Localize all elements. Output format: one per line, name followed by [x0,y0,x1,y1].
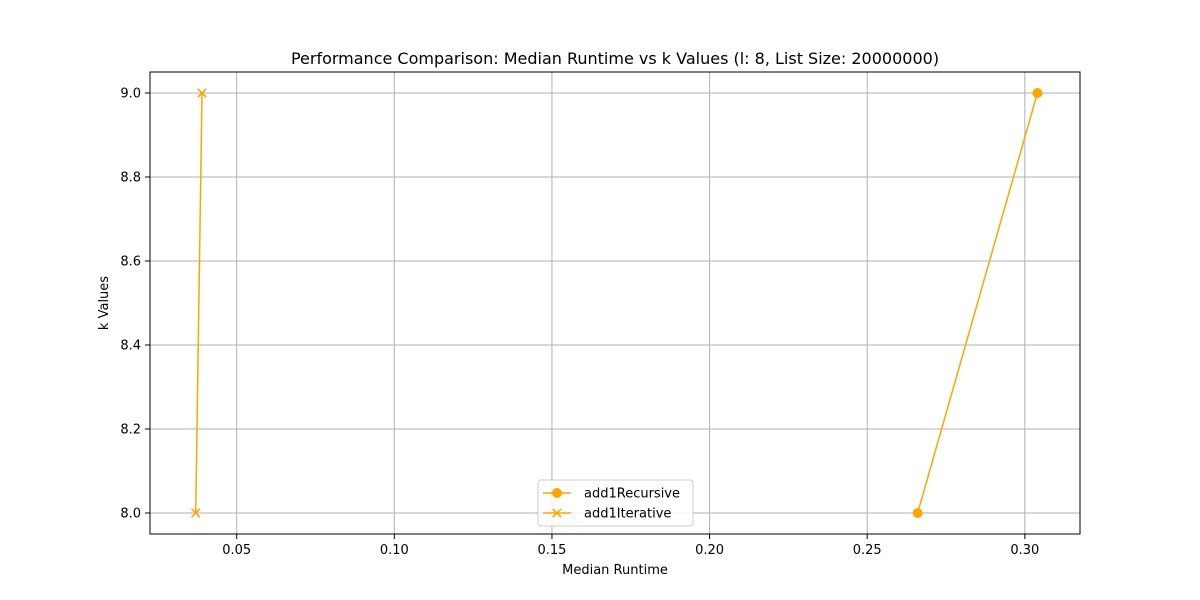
series-line [916,92,1039,514]
legend: add1Recursive add1Iterative [537,479,694,527]
series-line [194,92,203,514]
plot-frame [149,71,1081,535]
x-tick-label: 0.05 [222,543,251,558]
y-tick-label: 8.2 [120,423,141,438]
x-axis-label: Median Runtime [562,563,668,578]
series-add1Recursive [912,88,1043,518]
y-ticks: 8.0 8.2 8.4 8.6 8.8 9.0 [120,87,150,522]
x-marker-stroke [190,508,201,518]
legend-label: add1Recursive [584,487,680,502]
legend-item: add1Iterative [543,507,671,522]
data-point-x [197,88,207,98]
data-point-circle [1032,88,1043,98]
data-point-circle [912,508,923,518]
legend-marker [552,488,562,498]
x-ticks: 0.05 0.10 0.15 0.20 0.25 0.30 [222,534,1039,558]
data-point-x [190,508,201,518]
y-axis-label: k Values [97,276,112,330]
x-tick-label: 0.15 [537,543,566,558]
x-tick-label: 0.30 [1010,543,1039,558]
x-marker-stroke [552,508,562,518]
series-layer [190,88,1043,518]
x-tick-label: 0.25 [853,543,882,558]
chart-title: Performance Comparison: Median Runtime v… [291,49,939,68]
legend-marker [552,508,562,518]
y-tick-label: 8.4 [120,339,141,354]
x-marker-stroke [197,88,207,98]
y-tick-label: 8.8 [120,171,141,186]
grid [150,72,1080,534]
x-tick-label: 0.10 [380,543,409,558]
y-tick-label: 9.0 [120,87,141,102]
legend-box [537,479,694,527]
y-tick-label: 8.0 [120,507,141,522]
x-tick-label: 0.20 [695,543,724,558]
legend-item: add1Recursive [543,487,680,502]
y-tick-label: 8.6 [120,255,141,270]
series-add1Iterative [190,88,207,518]
legend-label: add1Iterative [584,507,671,522]
